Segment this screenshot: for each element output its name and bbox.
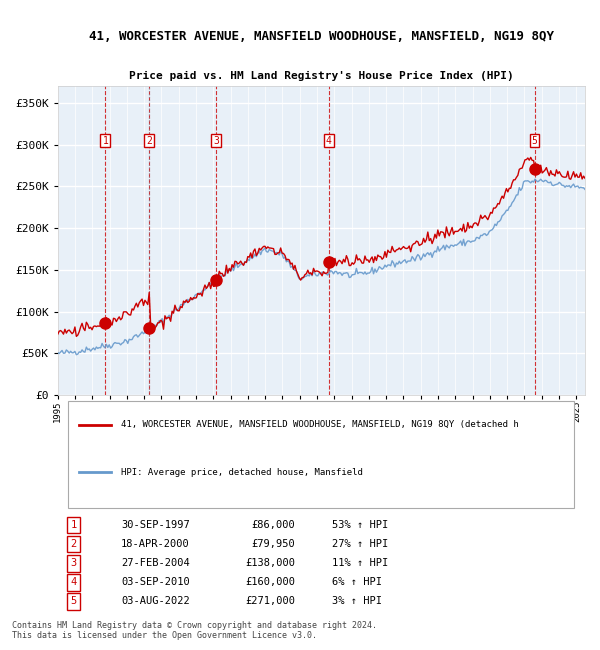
Bar — [144, 86, 161, 395]
Text: 5: 5 — [70, 597, 77, 606]
Text: 1: 1 — [103, 136, 108, 146]
Text: 3: 3 — [213, 136, 219, 146]
Bar — [386, 86, 403, 395]
Bar — [300, 86, 317, 395]
Text: HPI: Average price, detached house, Mansfield: HPI: Average price, detached house, Mans… — [121, 468, 363, 477]
Bar — [230, 86, 248, 395]
Bar — [473, 86, 490, 395]
Bar — [58, 86, 75, 395]
Text: 03-AUG-2022: 03-AUG-2022 — [121, 597, 190, 606]
Text: 1: 1 — [70, 521, 77, 530]
Bar — [196, 86, 214, 395]
Bar — [403, 86, 421, 395]
Bar — [490, 86, 507, 395]
Text: 03-SEP-2010: 03-SEP-2010 — [121, 577, 190, 588]
Text: Price paid vs. HM Land Registry's House Price Index (HPI): Price paid vs. HM Land Registry's House … — [129, 71, 514, 81]
Bar — [127, 86, 144, 395]
Bar — [75, 86, 92, 395]
Text: 30-SEP-1997: 30-SEP-1997 — [121, 521, 190, 530]
Bar — [283, 86, 300, 395]
Text: 6% ↑ HPI: 6% ↑ HPI — [332, 577, 382, 588]
Text: £160,000: £160,000 — [245, 577, 295, 588]
Text: 5: 5 — [532, 136, 538, 146]
Bar — [179, 86, 196, 395]
Bar — [421, 86, 438, 395]
Text: £86,000: £86,000 — [251, 521, 295, 530]
Text: 2: 2 — [146, 136, 152, 146]
FancyBboxPatch shape — [68, 401, 574, 508]
Bar — [524, 86, 542, 395]
Text: £79,950: £79,950 — [251, 540, 295, 549]
Bar — [334, 86, 352, 395]
Text: 53% ↑ HPI: 53% ↑ HPI — [332, 521, 388, 530]
Text: 3: 3 — [70, 558, 77, 568]
Bar — [542, 86, 559, 395]
Bar — [110, 86, 127, 395]
Text: 41, WORCESTER AVENUE, MANSFIELD WOODHOUSE, MANSFIELD, NG19 8QY (detached h: 41, WORCESTER AVENUE, MANSFIELD WOODHOUS… — [121, 421, 519, 430]
Text: 41, WORCESTER AVENUE, MANSFIELD WOODHOUSE, MANSFIELD, NG19 8QY: 41, WORCESTER AVENUE, MANSFIELD WOODHOUS… — [89, 30, 554, 43]
Text: 11% ↑ HPI: 11% ↑ HPI — [332, 558, 388, 568]
Bar — [161, 86, 179, 395]
Text: 3% ↑ HPI: 3% ↑ HPI — [332, 597, 382, 606]
Bar — [369, 86, 386, 395]
Text: 18-APR-2000: 18-APR-2000 — [121, 540, 190, 549]
Text: 27-FEB-2004: 27-FEB-2004 — [121, 558, 190, 568]
Text: Contains HM Land Registry data © Crown copyright and database right 2024.
This d: Contains HM Land Registry data © Crown c… — [12, 621, 377, 640]
Text: £138,000: £138,000 — [245, 558, 295, 568]
Bar — [248, 86, 265, 395]
Text: 2: 2 — [70, 540, 77, 549]
Bar — [214, 86, 230, 395]
Bar — [265, 86, 283, 395]
Text: £271,000: £271,000 — [245, 597, 295, 606]
Bar — [559, 86, 577, 395]
Bar — [317, 86, 334, 395]
Bar — [92, 86, 110, 395]
Text: 4: 4 — [326, 136, 332, 146]
Bar — [455, 86, 473, 395]
Bar — [577, 86, 593, 395]
Text: 4: 4 — [70, 577, 77, 588]
Text: 27% ↑ HPI: 27% ↑ HPI — [332, 540, 388, 549]
Bar — [352, 86, 369, 395]
Bar — [507, 86, 524, 395]
Bar — [438, 86, 455, 395]
